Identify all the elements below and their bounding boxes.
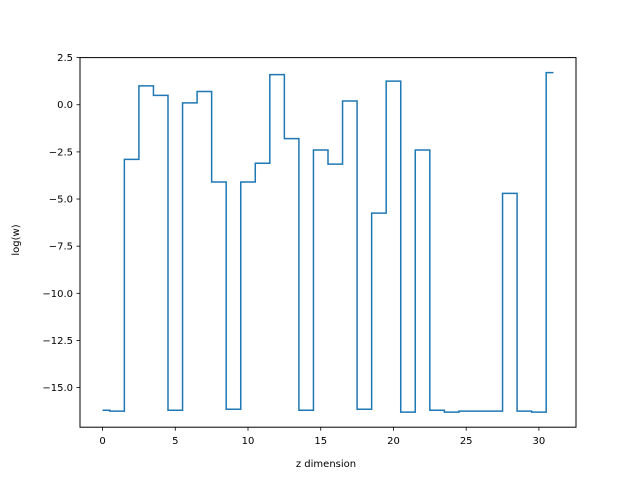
x-axis: 0 5 10 15 20 25 30 [99,427,545,447]
x-axis-label: z dimension [296,459,356,470]
y-tick-label: 0.0 [57,100,73,111]
y-tick-label: −10.0 [42,289,73,300]
y-tick-label: −2.5 [49,147,73,158]
y-tick-label: −12.5 [42,336,73,347]
plot-area [102,71,554,413]
y-tick-label: 2.5 [57,53,73,64]
x-tick-label: 20 [387,436,400,447]
x-tick-label: 5 [172,436,178,447]
x-tick-label: 30 [533,436,546,447]
y-tick-label: −15.0 [42,383,73,394]
x-tick-label: 25 [460,436,473,447]
x-tick-label: 15 [314,436,327,447]
y-axis: 2.5 0.0 −2.5 −5.0 −7.5 −10.0 −12.5 −15.0 [42,53,80,394]
axes-frame [79,57,577,428]
series-line-0 [102,71,554,413]
x-tick-label: 0 [99,436,105,447]
y-tick-label: −7.5 [49,242,73,253]
y-tick-label: −5.0 [49,195,73,206]
y-axis-label: log(w) [11,224,22,255]
x-tick-label: 10 [242,436,255,447]
